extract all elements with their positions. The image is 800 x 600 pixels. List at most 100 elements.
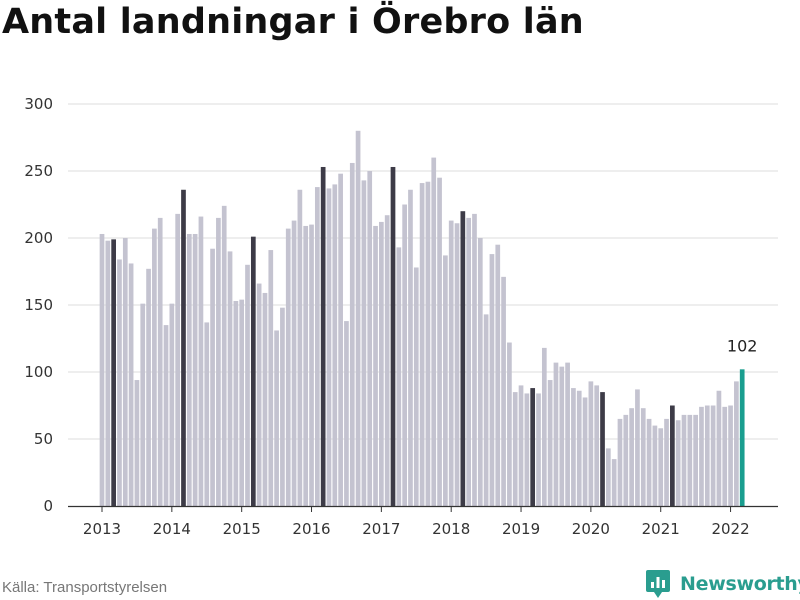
y-tick-label: 0 (43, 497, 53, 515)
bar (198, 216, 204, 506)
bar (268, 250, 274, 506)
y-tick-label: 50 (34, 430, 53, 448)
x-tick-label: 2020 (572, 520, 610, 538)
bar (216, 217, 221, 506)
bar (710, 405, 716, 506)
bar (489, 254, 495, 506)
bar (524, 393, 530, 506)
bar (181, 189, 186, 506)
x-tick-label: 2018 (432, 520, 470, 538)
bar (483, 314, 489, 506)
bar (221, 205, 227, 506)
bar (675, 420, 681, 506)
x-tick-label: 2017 (362, 520, 400, 538)
bar (297, 189, 303, 506)
bar (128, 263, 134, 506)
bar (553, 362, 559, 506)
brand-logo[interactable]: Newsworthy (645, 568, 800, 600)
bar (728, 405, 733, 506)
bar (384, 215, 390, 506)
bar (163, 325, 169, 506)
bar (600, 392, 605, 506)
bar (256, 283, 262, 506)
bar (361, 180, 367, 506)
bar (408, 189, 413, 506)
bar (617, 418, 623, 506)
bar (99, 233, 105, 507)
bars (99, 130, 745, 507)
newsworthy-logo-icon (646, 570, 670, 598)
bar (285, 228, 291, 506)
bar (344, 321, 349, 506)
bar (419, 183, 425, 506)
bar (571, 388, 576, 506)
bar (716, 390, 722, 506)
bar (507, 342, 512, 506)
bar (367, 171, 373, 506)
bar (413, 267, 419, 506)
bar (233, 300, 239, 506)
bar (559, 366, 565, 506)
x-tick-label: 2019 (502, 520, 540, 538)
x-tick-label: 2021 (642, 520, 680, 538)
bar (530, 388, 536, 506)
source-label: Källa: Transportstyrelsen (2, 579, 168, 596)
bar (349, 162, 355, 506)
bar (157, 217, 163, 506)
bar (565, 362, 570, 506)
bar (274, 330, 279, 506)
y-tick-label: 300 (24, 95, 53, 113)
bar (140, 303, 146, 506)
bar (611, 459, 617, 506)
bar (466, 217, 472, 506)
bar (536, 393, 541, 506)
bar (541, 347, 547, 506)
bar (635, 389, 640, 506)
bar (390, 166, 396, 507)
bar (122, 238, 128, 506)
bar (291, 220, 297, 506)
bar (687, 414, 693, 506)
bar (425, 181, 431, 506)
bar (501, 276, 506, 506)
bar (693, 414, 698, 506)
bar (204, 322, 210, 506)
bar (664, 418, 669, 506)
bar (518, 385, 524, 506)
bar (338, 173, 343, 506)
y-axis-labels: 0 50 100 150 200 250 300 (24, 95, 53, 515)
bar (117, 259, 122, 506)
bar (379, 221, 384, 507)
bar (280, 307, 285, 506)
x-axis: 2013 2014 2015 2016 2017 2018 2019 2020 2021 2022 (68, 505, 778, 538)
bar (146, 268, 151, 506)
bar (448, 220, 454, 506)
bar (332, 184, 338, 506)
bar (477, 238, 483, 506)
bar (734, 381, 739, 506)
bar (605, 448, 611, 506)
bar (658, 428, 664, 506)
bar (105, 240, 111, 506)
bar (431, 157, 437, 506)
bar (670, 405, 675, 506)
bar (576, 390, 582, 506)
latest-value-label: 102 (727, 336, 758, 355)
bar (250, 236, 256, 506)
bar (134, 380, 140, 506)
bar (192, 233, 198, 507)
bar (623, 414, 629, 506)
x-tick-label: 2016 (292, 520, 330, 538)
y-tick-label: 150 (24, 296, 53, 314)
bar (320, 166, 326, 507)
bar (152, 228, 157, 506)
bar (396, 247, 402, 506)
chart-title: Antal landningar i Örebro län (2, 2, 584, 42)
bar (186, 233, 192, 507)
bar (739, 369, 745, 506)
bar (646, 418, 652, 506)
bar (245, 264, 250, 506)
bar (460, 211, 466, 506)
bar (512, 392, 518, 506)
bar (262, 292, 268, 506)
